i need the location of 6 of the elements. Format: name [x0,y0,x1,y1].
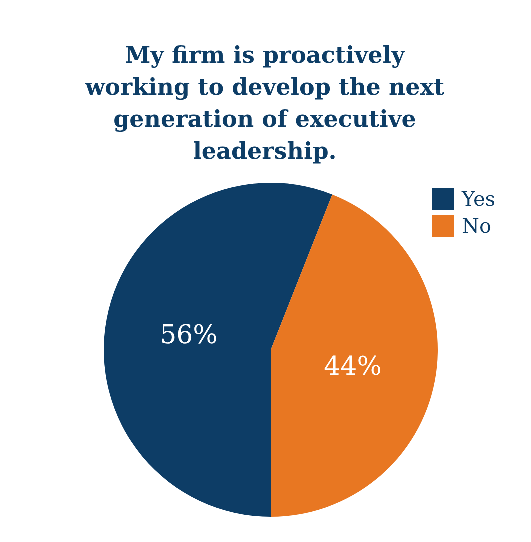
pie-slice [271,194,438,517]
data-label: 44% [324,352,382,382]
chart-title: My firm is proactively working to develop the next generation of executive leadership. [84,41,446,167]
legend-label: No [462,214,492,238]
legend-label: Yes [462,186,496,210]
data-label: 56% [160,320,218,351]
